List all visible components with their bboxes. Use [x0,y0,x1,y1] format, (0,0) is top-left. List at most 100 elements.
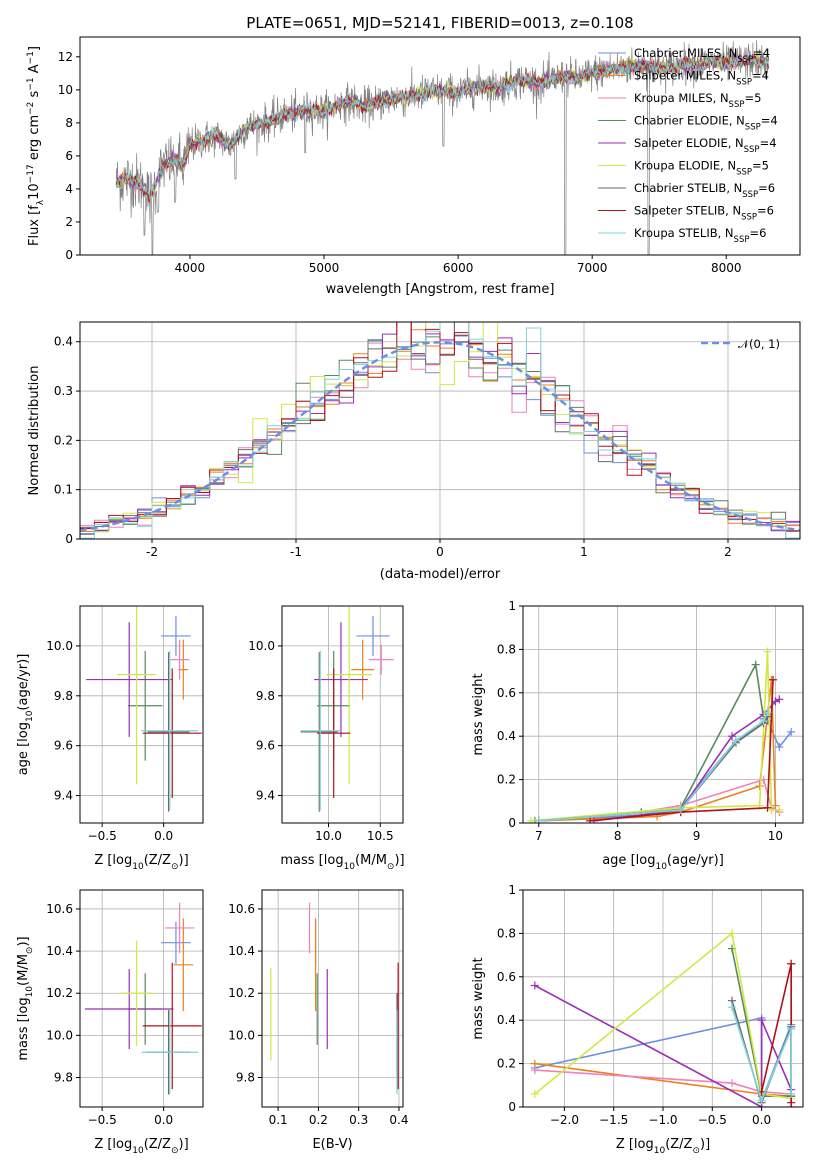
y-tick-label: 10.4 [46,944,73,958]
weight-vs-metallicity-panel: −2.0 −1.5 −1.0 −0.5 0.0 0 0.2 0.4 0.6 0.8 1 Z [log1… [471,883,804,1156]
plot-area [270,902,399,1095]
y-tick-label: 9.6 [256,739,275,753]
weight-series-3 [534,1069,792,1095]
x-tick-label: −0.5 [698,1113,727,1127]
weight-marker [787,727,796,736]
x-tick-label: 10 [768,829,783,843]
y-tick-label: 1 [508,599,516,613]
y-axis-label: mass [log10(M/M⊙)] [16,936,35,1060]
model-spectrum-line-9 [115,53,769,200]
mass-vs-extinction-panel: 0.1 0.2 0.3 0.4 9.8 10.0 10.2 10.4 10.6 E(B-V) [228,889,409,1152]
y-tick-label: 10.0 [46,1028,73,1042]
weight-marker [769,675,778,684]
x-tick-label: −1.0 [648,1113,677,1127]
x-tick-label: 9 [693,829,701,843]
y-tick-label: 0.2 [497,773,516,787]
x-axis-label: E(B-V) [312,1137,352,1152]
axes-frame [522,605,804,824]
x-axis-label: Z [log10(Z/Z⊙)] [94,1137,188,1156]
y-tick-label: 6 [65,149,73,163]
x-axis-label: age [log10(age/yr)] [602,853,724,872]
legend: Chabrier MILES, NSSP=4 Salpeter MILES, NS… [598,46,778,245]
x-axis-label: mass [log10(M/M⊙)] [280,853,404,872]
x-tick-label: 10.5 [367,829,394,843]
x-tick-label: 7000 [577,261,608,275]
x-tick-label: 6000 [443,261,474,275]
weight-series-8 [760,963,792,1103]
weight-marker [728,1003,737,1012]
y-tick-label: 0.4 [497,729,516,743]
y-tick-label: 10.2 [46,986,73,1000]
x-tick-label: 10.0 [315,829,342,843]
x-tick-label: 4000 [175,261,206,275]
age-vs-mass-panel: 10.0 10.5 9.4 9.6 9.8 10.0 mass [log10(M/M⊙)] [248,605,405,872]
weight-marker [757,1096,766,1105]
weight-marker [676,805,685,814]
y-tick-label: 2 [65,215,73,229]
x-tick-label: −1.5 [599,1113,628,1127]
weight-marker [763,647,772,656]
y-axis-label: Normed distribution [27,366,42,496]
y-tick-label: 10.4 [228,944,255,958]
weight-marker [728,929,737,938]
weight-series-7 [538,716,769,822]
weight-series-2 [538,679,777,822]
weight-marker [530,981,539,990]
y-axis-label: age [log10(age/yr)] [16,654,35,776]
x-tick-label: 8 [614,829,622,843]
weight-marker [775,743,784,752]
weight-marker [787,959,796,968]
x-tick-label: −2.0 [550,1113,579,1127]
y-tick-label: 0.6 [497,686,516,700]
y-tick-label: 0.4 [54,335,73,349]
axes-frame [261,889,404,1108]
legend-entry: Kroupa ELODIE, NSSP=5 [634,159,769,178]
residual-histogram-panel: -2 -1 0 1 2 0 0.1 0.2 0.3 0.4 (data-model)/error No… [27,321,801,582]
y-tick-label: 0.6 [497,970,516,984]
normal-curve [80,340,800,532]
weight-marker [757,1016,766,1025]
weight-marker [731,736,740,745]
plot-area [115,40,770,255]
weight-marker [787,1098,796,1107]
weight-marker [586,816,595,823]
plot-area [84,902,202,1095]
weight-marker [759,717,768,726]
y-tick-label: 10.2 [228,986,255,1000]
weight-marker [763,708,772,717]
x-tick-label: 1 [580,545,588,559]
y-tick-label: 9.8 [54,1071,73,1085]
x-tick-label: 0.1 [269,1113,288,1127]
y-axis-label: mass weight [471,957,486,1039]
weight-marker [775,805,784,814]
weight-series-9 [538,711,769,822]
y-tick-label: 9.4 [54,789,73,803]
x-tick-label: −0.5 [88,1113,117,1127]
axes-frame [79,36,801,256]
x-tick-label: 0.3 [349,1113,368,1127]
x-tick-label: 0.4 [389,1113,408,1127]
weight-marker [775,695,784,704]
weight-marker [728,1079,737,1088]
x-axis-label: Z [log10(Z/Z⊙)] [616,1137,710,1156]
y-tick-label: 10 [58,83,73,97]
legend-entry: Salpeter MILES, NSSP=4 [634,69,769,88]
y-axis-label: mass weight [471,673,486,755]
x-tick-label: 0 [436,545,444,559]
x-tick-label: −0.5 [88,829,117,843]
y-tick-label: 4 [65,182,73,196]
y-tick-label: 10.6 [46,902,73,916]
histogram-step-9 [80,322,800,539]
weight-marker [534,816,543,823]
weight-marker [530,1066,539,1075]
weight-vs-age-panel: 7 8 9 10 0 0.2 0.4 0.6 0.8 1 age [log10(age/yr)] ma… [471,599,804,872]
weight-marker [787,1024,796,1033]
weight-marker [728,732,737,741]
x-tick-label: 0.0 [154,1113,173,1127]
spectrum-panel: 4000 5000 6000 7000 8000 0 2 4 6 8 10 12 PLATE=0651,… [26,14,801,297]
y-tick-label: 0 [508,816,516,830]
y-tick-label: 9.8 [256,689,275,703]
weight-marker [751,660,760,669]
y-tick-label: 0.8 [497,642,516,656]
